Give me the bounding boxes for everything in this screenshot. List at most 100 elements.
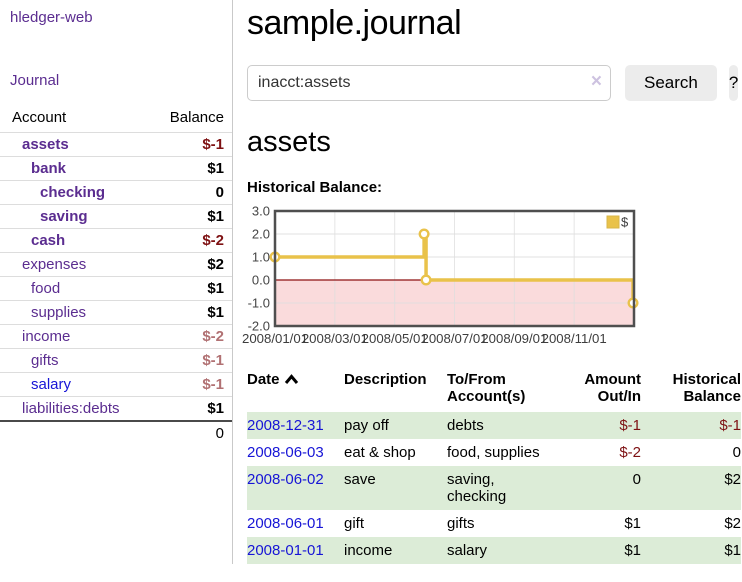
register-row: 2008-01-01 income salary $1 $1 (247, 537, 741, 564)
account-balance: $-1 (143, 132, 232, 157)
register-header-amount: Amount Out/In (584, 371, 641, 405)
account-balance: $1 (143, 396, 232, 421)
transaction-balance: $2 (724, 515, 741, 532)
account-link[interactable]: food (31, 280, 61, 297)
transaction-amount: $1 (624, 515, 641, 532)
register-row: 2008-06-03 eat & shop food, supplies $-2 0 (247, 439, 741, 466)
transaction-accounts: debts (447, 417, 484, 434)
transaction-accounts: saving, checking (447, 471, 507, 505)
svg-text:-1.0: -1.0 (248, 296, 270, 311)
svg-text:0.0: 0.0 (252, 273, 270, 288)
account-balance: $-1 (143, 372, 232, 397)
transaction-description: save (344, 471, 376, 488)
transaction-description: eat & shop (344, 444, 416, 461)
svg-text:2008/07/01: 2008/07/01 (421, 331, 487, 346)
app-layout: hledger-web Journal Account Balance asse… (0, 0, 741, 564)
main-content: sample.journal × Search ? assets Histori… (233, 0, 741, 564)
account-row: gifts $-1 (0, 348, 232, 373)
account-balance: 0 (143, 180, 232, 205)
register-header-date[interactable]: Date (247, 367, 344, 412)
accounts-header-account: Account (12, 109, 67, 126)
account-link[interactable]: gifts (31, 352, 59, 369)
account-balance: $-2 (143, 228, 232, 253)
svg-text:2008/05/01: 2008/05/01 (362, 331, 428, 346)
account-row: expenses $2 (0, 252, 232, 277)
accounts-header-balance: Balance (169, 109, 224, 126)
account-row: liabilities:debts $1 (0, 396, 232, 421)
account-link[interactable]: cash (31, 232, 66, 249)
account-row: income $-2 (0, 324, 232, 349)
transaction-balance: 0 (732, 444, 741, 461)
account-row: salary $-1 (0, 372, 232, 397)
transaction-balance: $2 (724, 471, 741, 488)
transaction-date-link[interactable]: 2008-06-02 (247, 471, 324, 488)
svg-text:-2.0: -2.0 (248, 319, 270, 334)
account-heading: assets (247, 126, 331, 158)
transaction-accounts: gifts (447, 515, 475, 532)
svg-text:$: $ (621, 215, 629, 230)
clear-search-icon[interactable]: × (590, 71, 602, 92)
transaction-description: gift (344, 515, 365, 532)
accounts-table-body: assets $-1 bank $1 checking 0 saving $1 cash $-2 e… (0, 132, 232, 421)
account-balance: $1 (143, 276, 232, 301)
svg-text:1.0: 1.0 (252, 250, 270, 265)
transaction-amount: $1 (624, 542, 641, 559)
transaction-description: income (344, 542, 393, 559)
account-link[interactable]: supplies (31, 304, 87, 321)
svg-text:3.0: 3.0 (252, 204, 270, 219)
register-header-description: Description (344, 371, 427, 388)
transaction-date-link[interactable]: 2008-12-31 (247, 417, 324, 434)
help-button[interactable]: ? (728, 65, 739, 101)
account-balance: $-2 (143, 324, 232, 349)
historical-balance-chart: $3.0 2.0 1.0 0.0 -1.0 -2.0 2008/01/01 2008/03/0… (242, 199, 727, 351)
search-form: × Search ? (247, 65, 739, 101)
account-link[interactable]: assets (22, 136, 69, 153)
accounts-total-spacer (0, 420, 144, 445)
transaction-balance: $-1 (719, 417, 741, 434)
account-row: saving $1 (0, 204, 232, 229)
account-link[interactable]: income (22, 328, 71, 345)
account-row: cash $-2 (0, 228, 232, 253)
register-row: 2008-06-01 gift gifts $1 $2 (247, 510, 741, 537)
search-button[interactable]: Search (625, 65, 717, 101)
transaction-date-link[interactable]: 2008-06-01 (247, 515, 324, 532)
svg-text:2.0: 2.0 (252, 227, 270, 242)
account-link[interactable]: expenses (22, 256, 87, 273)
transaction-accounts: food, supplies (447, 444, 540, 461)
brand-link[interactable]: hledger-web (10, 9, 93, 26)
account-row: food $1 (0, 276, 232, 301)
transaction-amount: $-2 (619, 444, 641, 461)
transaction-date-link[interactable]: 2008-01-01 (247, 542, 324, 559)
account-row: bank $1 (0, 156, 232, 181)
sidebar: hledger-web Journal Account Balance asse… (0, 0, 233, 564)
transaction-amount: 0 (632, 471, 641, 488)
svg-text:2008/01/01: 2008/01/01 (242, 331, 308, 346)
svg-text:2008/09/01: 2008/09/01 (481, 331, 547, 346)
register-table-body: 2008-12-31 pay off debts $-1 $-1 2008-06-03 ea… (247, 412, 741, 564)
sidebar-item-journal[interactable]: Journal (10, 72, 60, 89)
account-link[interactable]: saving (40, 208, 88, 225)
accounts-table-header-row: Account Balance (0, 105, 232, 133)
account-balance: $2 (143, 252, 232, 277)
page-title: sample.journal (247, 4, 462, 42)
account-link[interactable]: bank (31, 160, 67, 177)
svg-text:2008/11/01: 2008/11/01 (542, 331, 607, 346)
chart-canvas: $3.0 2.0 1.0 0.0 -1.0 -2.02008/01/012008/03/0… (242, 204, 639, 346)
account-link[interactable]: salary (31, 376, 72, 393)
account-link[interactable]: liabilities:debts (22, 400, 120, 417)
transaction-description: pay off (344, 417, 389, 434)
transaction-date-link[interactable]: 2008-06-03 (247, 444, 324, 461)
account-balance: $1 (143, 300, 232, 325)
account-row: assets $-1 (0, 132, 232, 157)
search-input-wrap: × (247, 65, 611, 101)
transaction-accounts: salary (447, 542, 488, 559)
search-input[interactable] (247, 65, 611, 101)
account-row: supplies $1 (0, 300, 232, 325)
account-row: checking 0 (0, 180, 232, 205)
chart-title: Historical Balance: (247, 179, 383, 196)
account-link[interactable]: checking (40, 184, 106, 201)
register-header-date-label: Date (247, 371, 280, 388)
account-balance: $1 (143, 204, 232, 229)
register-table: Date Description To/From Account(s) Amou… (247, 367, 741, 564)
sort-ascending-icon (284, 372, 299, 389)
